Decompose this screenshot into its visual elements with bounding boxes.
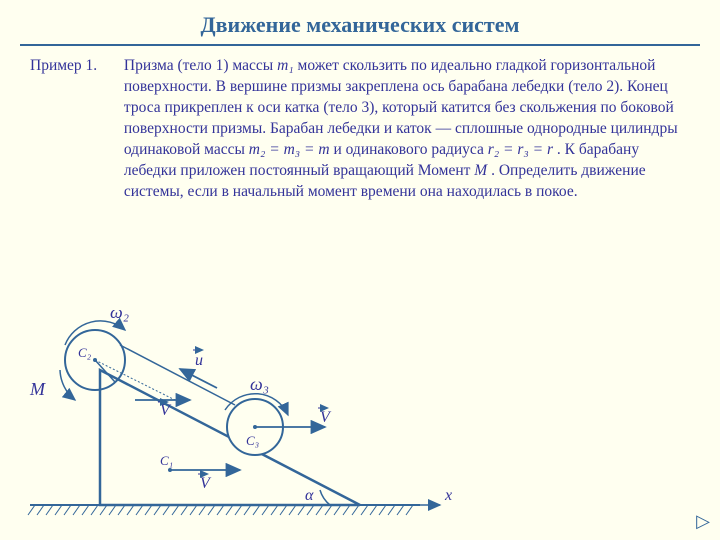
label-v3: V [320, 409, 332, 426]
label-M: M [29, 379, 46, 399]
ground-hatch [28, 505, 413, 515]
v-vector-c2 [95, 360, 175, 400]
example-label: Пример 1. [30, 56, 120, 77]
next-slide-button[interactable]: ▷ [696, 511, 710, 532]
label-x: x [444, 487, 452, 504]
label-alpha: α [305, 487, 314, 504]
label-c3: C₃ [246, 433, 259, 448]
omega2-arc [65, 321, 125, 345]
label-c2: C₂ [78, 345, 92, 360]
text-p1: Призма (тело 1) массы [124, 57, 277, 74]
label-c1: C₁ [160, 453, 173, 468]
problem-statement: Пример 1. Призма (тело 1) массы m₁ может… [0, 56, 720, 202]
var-M: M [474, 162, 487, 179]
label-omega2: ω₂ [110, 310, 129, 322]
drum-radius [95, 360, 115, 382]
label-omega3: ω₃ [250, 374, 269, 394]
text-p3: и одинакового радиуса [330, 141, 488, 158]
eq-radii: r₂ = r₃ = r [488, 141, 553, 158]
label-u: u [195, 352, 203, 369]
var-m1: m₁ [277, 57, 294, 74]
title-divider [20, 44, 700, 46]
moment-arc [60, 370, 75, 400]
cable-line [120, 345, 235, 405]
mechanics-diagram: x α C₂ ω₂ M C₃ ω₃ u V V C₁ V [20, 310, 480, 530]
eq-masses: m₂ = m₃ = m [249, 141, 330, 158]
page-title: Движение механических систем [0, 0, 720, 44]
label-v2: V [160, 402, 172, 419]
label-v1: V [200, 475, 212, 492]
alpha-arc [320, 490, 330, 505]
example-text: Призма (тело 1) массы m₁ может скользить… [124, 56, 684, 202]
